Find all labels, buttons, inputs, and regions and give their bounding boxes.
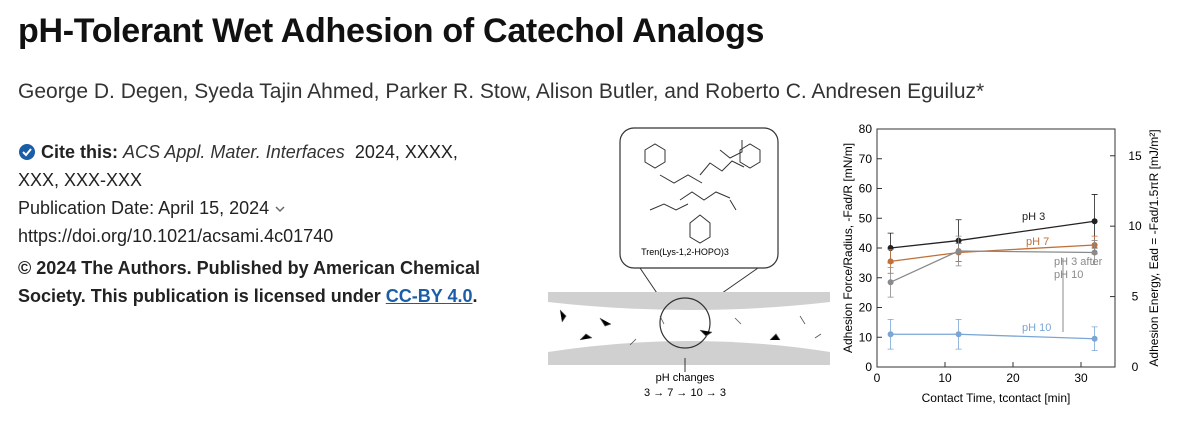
license: © 2024 The Authors. Published by America…: [18, 258, 481, 306]
schematic: Tren(Lys-1,2-HOPO)3 pH changes 3 → 7 → 1…: [548, 127, 830, 399]
cite-label[interactable]: Cite this:: [41, 142, 119, 162]
y-tick-label: 50: [859, 211, 873, 225]
y-tick-label: 60: [859, 182, 873, 196]
check-icon: [19, 144, 35, 160]
y-tick-label: 70: [859, 152, 873, 166]
dropdown-icon[interactable]: [274, 204, 286, 214]
y2-tick-label: 5: [1132, 290, 1139, 304]
series-label: pH 3 after pH 10: [1054, 256, 1103, 281]
y2-tick-label: 10: [1128, 219, 1142, 233]
citation: Cite this: ACS Appl. Mater. Interfaces 2…: [18, 138, 498, 310]
molecule-label: Tren(Lys-1,2-HOPO)3: [641, 247, 729, 257]
y-tick-label: 80: [859, 122, 873, 136]
authors: George D. Degen, Syeda Tajin Ahmed, Park…: [18, 80, 985, 103]
ph-caption: pH changes: [656, 372, 715, 384]
data-point: [887, 331, 894, 338]
data-point: [955, 247, 962, 254]
data-point: [955, 331, 962, 338]
ph-sequence: 3 → 7 → 10 → 3: [644, 387, 726, 399]
x-tick-label: 0: [874, 371, 881, 385]
data-point: [887, 258, 894, 265]
y2-tick-label: 15: [1128, 149, 1142, 163]
series-line: [890, 333, 1095, 340]
cite-details: 2024, XXXX, XXX, XXX-XXX: [18, 142, 458, 190]
y2-axis-label: Adhesion Energy, Ead = -Fad/1.5πR [mJ/m²…: [1147, 129, 1161, 366]
license-row: © 2024 The Authors. Published by America…: [18, 254, 498, 310]
journal: ACS Appl. Mater. Interfaces: [123, 142, 345, 162]
y2-tick-label: 0: [1132, 360, 1139, 374]
x-tick-label: 30: [1074, 371, 1088, 385]
data-point: [1091, 335, 1098, 342]
doi[interactable]: https://doi.org/10.1021/acsami.4c01740: [18, 226, 334, 246]
y-tick-label: 30: [859, 271, 873, 285]
data-point: [1091, 218, 1098, 225]
title: pH-Tolerant Wet Adhesion of Catechol Ana…: [18, 12, 765, 50]
series-label: pH 10: [1022, 322, 1052, 334]
x-tick-label: 20: [1006, 371, 1020, 385]
x-axis-label: Contact Time, tcontact [min]: [922, 391, 1071, 405]
y-tick-label: 20: [859, 301, 873, 315]
license-link[interactable]: CC-BY 4.0: [385, 286, 473, 306]
series-line: [890, 220, 1095, 249]
cite-line: Cite this: ACS Appl. Mater. Interfaces 2…: [18, 138, 498, 194]
data-point: [887, 279, 894, 286]
data-point: [1091, 249, 1098, 256]
y-tick-label: 10: [859, 330, 873, 344]
pub-date-row: Publication Date: April 15, 2024: [18, 194, 498, 222]
chart: Adhesion Force/Radius, -Fad/R [mN/m] Adh…: [841, 122, 1161, 405]
series-label: pH 7: [1026, 236, 1050, 248]
license-end: .: [472, 286, 478, 306]
series-label: pH 3: [1022, 211, 1046, 223]
y-axis-label: Adhesion Force/Radius, -Fad/R [mN/m]: [841, 143, 855, 353]
y-tick-label: 0: [865, 360, 872, 374]
y-tick-label: 40: [859, 241, 873, 255]
publication-date: Publication Date: April 15, 2024: [18, 198, 270, 218]
x-tick-label: 10: [938, 371, 952, 385]
